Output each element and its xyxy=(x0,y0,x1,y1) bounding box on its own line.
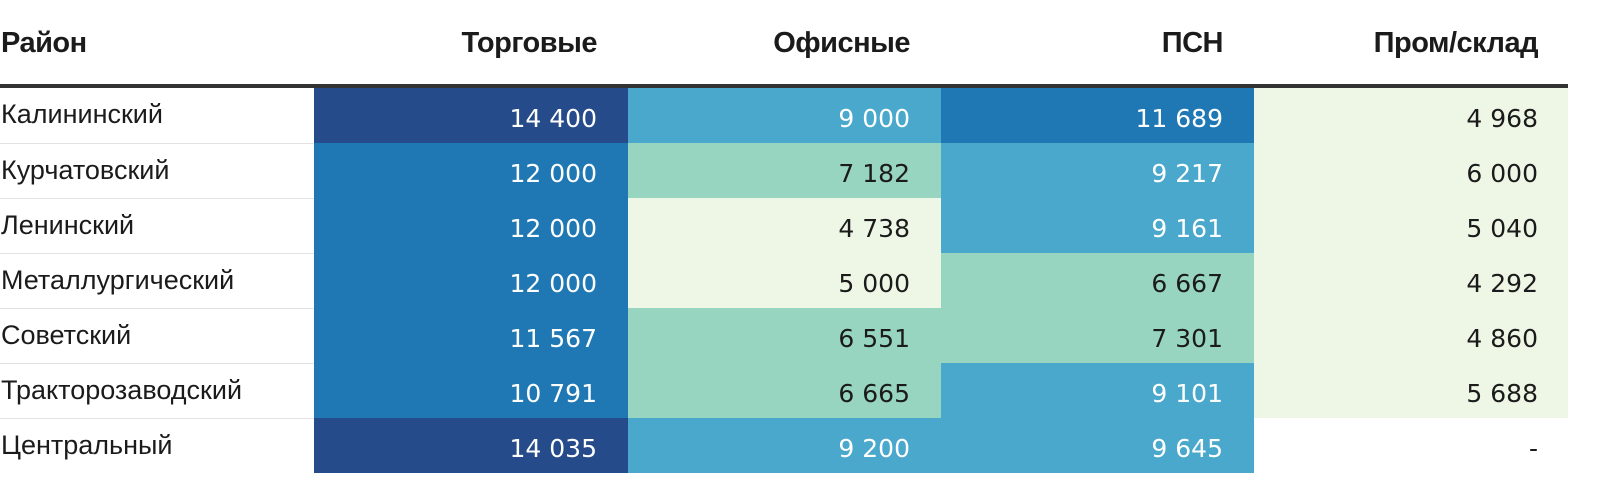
cell-value: 5 040 xyxy=(1466,214,1538,243)
cell-value: 9 645 xyxy=(1151,434,1223,463)
cell-value: 4 860 xyxy=(1466,324,1538,353)
cell-value: 9 161 xyxy=(1151,214,1223,243)
table-row: Курчатовский 12 000 7 182 9 217 6 000 xyxy=(0,143,1568,198)
table-row: Центральный 14 035 9 200 9 645 - xyxy=(0,418,1568,473)
heatmap-cell: 12 000 xyxy=(314,143,628,198)
cell-value: 9 200 xyxy=(838,434,910,463)
district-name: Металлургический xyxy=(0,253,314,308)
heatmap-cell: 9 101 xyxy=(941,363,1254,418)
cell-value: 11 567 xyxy=(509,324,597,353)
heatmap-cell: 4 968 xyxy=(1254,88,1568,143)
cell-value: 12 000 xyxy=(509,214,597,243)
heatmap-table: Район Торговые Офисные ПСН Пром/склад Ка… xyxy=(0,0,1568,473)
cell-value: 4 292 xyxy=(1466,269,1538,298)
heatmap-cell: 14 400 xyxy=(314,88,628,143)
cell-value: 9 000 xyxy=(838,104,910,133)
cell-value: 7 301 xyxy=(1151,324,1223,353)
cell-value: 9 217 xyxy=(1151,159,1223,188)
heatmap-cell: 12 000 xyxy=(314,198,628,253)
cell-value: 9 101 xyxy=(1151,379,1223,408)
cell-value: - xyxy=(1528,434,1538,463)
heatmap-cell: 11 689 xyxy=(941,88,1254,143)
heatmap-cell: 7 182 xyxy=(628,143,941,198)
heatmap-cell: 11 567 xyxy=(314,308,628,363)
cell-value: 6 000 xyxy=(1466,159,1538,188)
cell-value: 7 182 xyxy=(838,159,910,188)
heatmap-cell: 12 000 xyxy=(314,253,628,308)
heatmap-cell: 9 200 xyxy=(628,418,941,473)
cell-value: 5 000 xyxy=(838,269,910,298)
column-header-district: Район xyxy=(1,26,87,59)
heatmap-cell: 4 292 xyxy=(1254,253,1568,308)
cell-value: 6 551 xyxy=(838,324,910,353)
cell-value: 14 035 xyxy=(509,434,597,463)
heatmap-cell: 6 665 xyxy=(628,363,941,418)
district-name: Советский xyxy=(0,308,314,363)
heatmap-cell: 6 551 xyxy=(628,308,941,363)
cell-value: 4 968 xyxy=(1466,104,1538,133)
district-name: Ленинский xyxy=(0,198,314,253)
heatmap-cell: 4 860 xyxy=(1254,308,1568,363)
heatmap-cell: 5 000 xyxy=(628,253,941,308)
cell-value: 11 689 xyxy=(1135,104,1223,133)
heatmap-cell: 10 791 xyxy=(314,363,628,418)
table-body: Калининский 14 400 9 000 11 689 4 968 Курчато… xyxy=(0,88,1568,473)
heatmap-cell: 6 667 xyxy=(941,253,1254,308)
cell-value: 14 400 xyxy=(509,104,597,133)
district-name: Тракторозаводский xyxy=(0,363,314,418)
heatmap-cell: 9 645 xyxy=(941,418,1254,473)
heatmap-cell: 5 040 xyxy=(1254,198,1568,253)
column-header-industrial: Пром/склад xyxy=(1373,26,1539,59)
cell-value: 12 000 xyxy=(509,159,597,188)
cell-value: 6 667 xyxy=(1151,269,1223,298)
table-row: Калининский 14 400 9 000 11 689 4 968 xyxy=(0,88,1568,143)
heatmap-cell: 5 688 xyxy=(1254,363,1568,418)
district-name: Центральный xyxy=(0,418,314,473)
cell-value: 10 791 xyxy=(509,379,597,408)
district-name: Курчатовский xyxy=(0,143,314,198)
table-row: Ленинский 12 000 4 738 9 161 5 040 xyxy=(0,198,1568,253)
heatmap-cell: 9 161 xyxy=(941,198,1254,253)
heatmap-cell: 4 738 xyxy=(628,198,941,253)
table-row: Металлургический 12 000 5 000 6 667 4 292 xyxy=(0,253,1568,308)
heatmap-cell: 9 217 xyxy=(941,143,1254,198)
heatmap-cell: - xyxy=(1254,418,1568,473)
cell-value: 4 738 xyxy=(838,214,910,243)
column-header-psn: ПСН xyxy=(1161,26,1224,59)
table-row: Тракторозаводский 10 791 6 665 9 101 5 688 xyxy=(0,363,1568,418)
heatmap-cell: 14 035 xyxy=(314,418,628,473)
heatmap-cell: 6 000 xyxy=(1254,143,1568,198)
cell-value: 6 665 xyxy=(838,379,910,408)
table-row: Советский 11 567 6 551 7 301 4 860 xyxy=(0,308,1568,363)
table-header: Район Торговые Офисные ПСН Пром/склад xyxy=(0,0,1568,88)
column-header-retail: Торговые xyxy=(461,26,598,59)
heatmap-cell: 7 301 xyxy=(941,308,1254,363)
district-name: Калининский xyxy=(1,99,163,129)
column-header-office: Офисные xyxy=(773,26,910,59)
cell-value: 5 688 xyxy=(1466,379,1538,408)
heatmap-cell: 9 000 xyxy=(628,88,941,143)
cell-value: 12 000 xyxy=(509,269,597,298)
